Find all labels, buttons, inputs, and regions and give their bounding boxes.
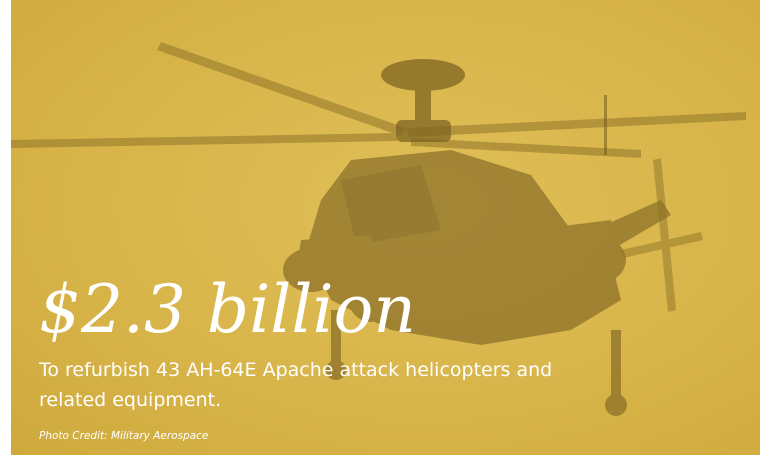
apache-helicopter-photo xyxy=(11,42,746,416)
radar-dome xyxy=(381,59,465,142)
feature-card: $2.3 billion To refurbish 43 AH-64E Apac… xyxy=(11,0,760,455)
tail-rotor xyxy=(621,158,703,312)
photo-credit: Photo Credit: Military Aerospace xyxy=(39,430,209,442)
antenna xyxy=(604,95,607,155)
fuselage xyxy=(283,150,671,416)
headline-amount: $2.3 billion xyxy=(39,271,416,348)
headline-description: To refurbish 43 AH-64E Apache attack hel… xyxy=(39,359,553,411)
main-rotor xyxy=(11,42,746,158)
